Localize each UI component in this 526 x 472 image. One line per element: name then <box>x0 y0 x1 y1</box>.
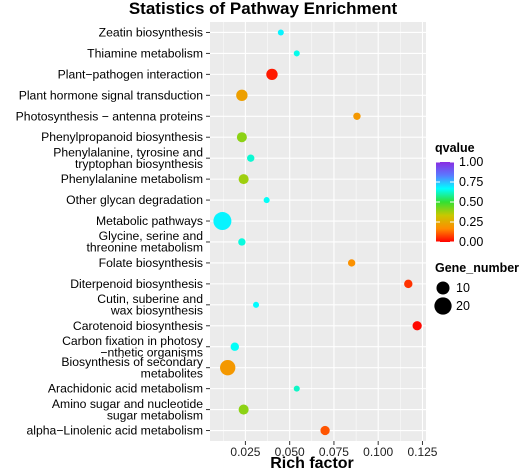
data-point <box>404 279 413 289</box>
panel-background <box>210 22 426 441</box>
data-point <box>213 212 232 231</box>
y-tick-label: Phenylpropanoid biosynthesis <box>41 130 203 144</box>
data-point <box>293 385 300 392</box>
y-tick-label: Glycine, serine and threonine metabolism <box>86 229 203 255</box>
x-axis: 0.025 0.050 0.075 0.100 0.125 <box>230 441 438 459</box>
qvalue-colorbar <box>436 162 454 242</box>
data-point <box>238 174 249 185</box>
colorbar-tick-label: 1.00 <box>459 155 483 169</box>
data-point <box>347 259 356 267</box>
colorbar-tick-label: 0.50 <box>459 195 483 209</box>
y-tick-label: Photosynthesis − antenna proteins <box>16 109 203 123</box>
y-tick-label: Amino sugar and nucleotide sugar metaboli… <box>52 397 203 423</box>
size-key-dot <box>434 297 452 315</box>
size-key-label: 20 <box>456 299 470 313</box>
y-tick-label: Carbon fixation in photosy −nthetic organ… <box>62 334 204 360</box>
data-point <box>353 112 361 120</box>
y-tick-label: Metabolic pathways <box>96 214 203 228</box>
colorbar-tick-label: 0.75 <box>459 175 483 189</box>
data-point <box>263 197 270 204</box>
colorbar-tick-label: 0.25 <box>459 215 483 229</box>
data-point <box>277 29 284 36</box>
y-tick-label: Arachidonic acid metabolism <box>48 382 203 396</box>
y-tick-label: Folate biosynthesis <box>99 256 203 270</box>
y-tick-label: Biosynthesis of secondary metabolites <box>61 355 203 381</box>
y-tick-label: Cutin, suberine and wax biosynthesis <box>97 292 203 318</box>
x-tick-label: 0.100 <box>363 445 393 459</box>
y-tick-label: Phenylalanine, tyrosine and tryptophan bi… <box>53 145 203 171</box>
y-tick-label: Other glycan degradation <box>66 193 203 207</box>
x-tick-label: 0.075 <box>319 445 349 459</box>
y-tick-label: Zeatin biosynthesis <box>99 25 203 39</box>
y-tick-label: Diterpenoid biosynthesis <box>70 277 203 291</box>
data-point <box>266 68 278 81</box>
data-point <box>412 321 422 331</box>
y-tick-label: Phenylalanine metabolism <box>61 172 203 186</box>
data-point <box>293 50 300 57</box>
data-point <box>238 404 249 415</box>
y-tick-label: alpha−Linolenic acid metabolism <box>27 424 204 438</box>
y-tick-label: Thiamine metabolism <box>87 46 203 60</box>
x-tick-label: 0.025 <box>230 445 260 459</box>
size-key-dot <box>436 281 450 295</box>
x-axis-title: Rich factor <box>270 455 354 472</box>
size-key-label: 10 <box>456 281 470 295</box>
data-point <box>236 132 247 143</box>
colorbar-tick-label: 0.00 <box>459 235 483 249</box>
data-point <box>253 301 260 308</box>
y-tick-label: Carotenoid biosynthesis <box>73 319 203 333</box>
data-point <box>236 89 248 102</box>
y-axis: Zeatin biosynthesis Thiamine metabolism Pl… <box>16 25 210 438</box>
chart-title: Statistics of Pathway Enrichment <box>129 0 398 18</box>
plot-panel <box>210 22 426 441</box>
x-tick-label: 0.125 <box>407 445 437 459</box>
data-point <box>238 238 246 246</box>
y-tick-label: Plant hormone signal transduction <box>19 88 203 102</box>
data-point <box>247 154 255 162</box>
legend-gene-number-title: Gene_number <box>435 261 519 275</box>
data-point <box>220 360 236 376</box>
data-point <box>230 342 239 351</box>
legend-qvalue-title: qvalue <box>435 141 475 155</box>
data-point <box>320 425 330 436</box>
y-tick-label: Plant−pathogen interaction <box>58 67 203 81</box>
x-tick-label: 0.050 <box>275 445 305 459</box>
